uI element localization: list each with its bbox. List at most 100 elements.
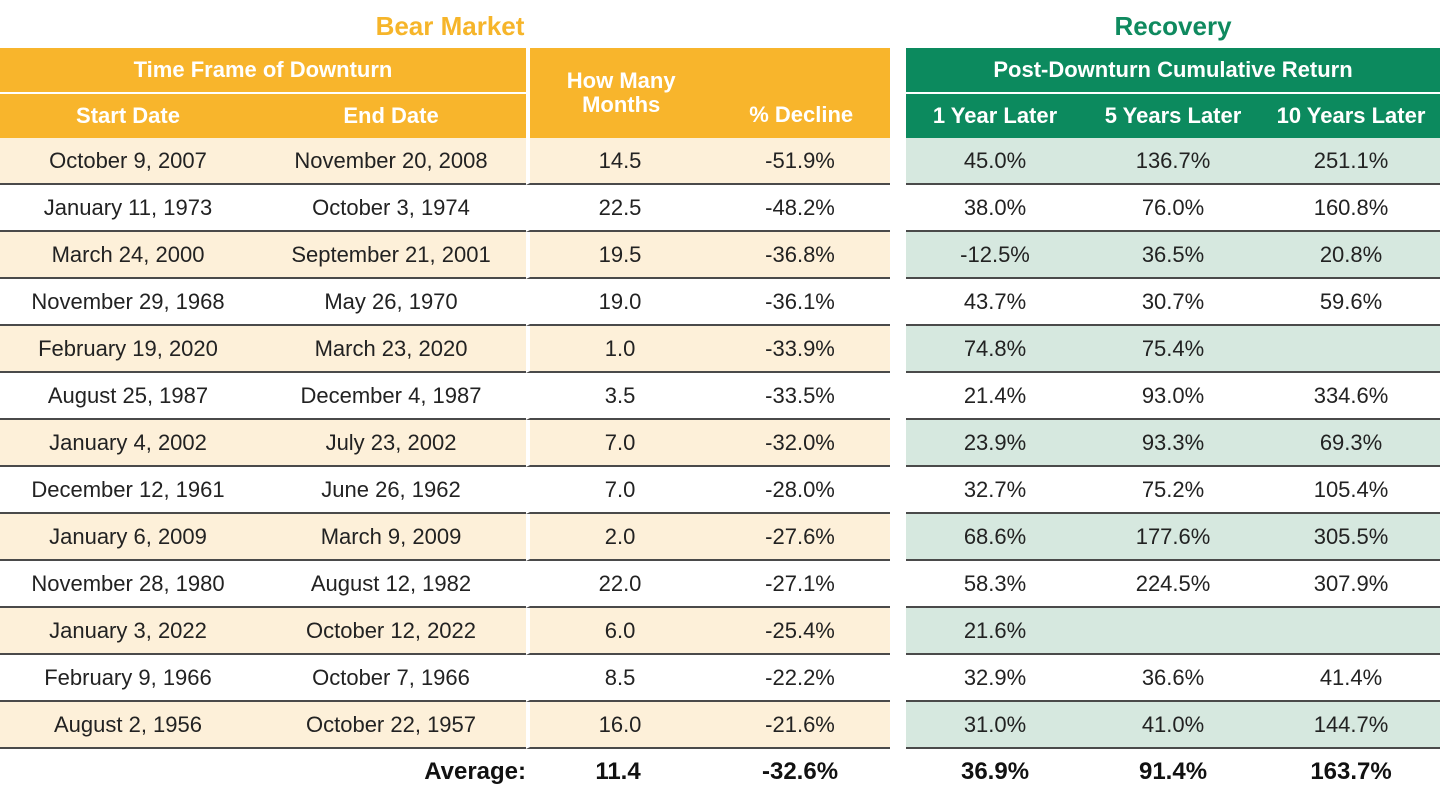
decline-cell: -48.2%: [710, 185, 891, 232]
months-cell: 22.5: [526, 185, 711, 232]
decline-cell: -21.6%: [710, 702, 891, 749]
table-row: November 29, 1968 May 26, 1970 19.0 -36.…: [0, 279, 1440, 326]
ten-year-cell: 307.9%: [1262, 561, 1440, 608]
ten-year-cell: [1262, 326, 1440, 373]
start-date-cell: January 4, 2002: [0, 420, 256, 467]
start-date-cell: August 2, 1956: [0, 702, 256, 749]
decline-cell: -51.9%: [710, 138, 891, 185]
recovery-title: Recovery: [1114, 11, 1232, 41]
start-date-cell: January 11, 1973: [0, 185, 256, 232]
decline-cell: -25.4%: [710, 608, 891, 655]
bear-market-title: Bear Market: [375, 11, 525, 41]
average-decline: -32.6%: [761, 758, 839, 785]
percent-decline-header: % Decline: [749, 102, 854, 127]
decline-cell: -28.0%: [710, 467, 891, 514]
table-row: January 3, 2022 October 12, 2022 6.0 -25…: [0, 608, 1440, 655]
one-year-cell: 38.0%: [906, 185, 1085, 232]
column-gap: [890, 702, 907, 749]
one-year-later-header: 1 Year Later: [906, 92, 1085, 138]
five-years-later-header: 5 Years Later: [1084, 92, 1263, 138]
column-gap: [890, 608, 907, 655]
column-gap: [890, 749, 906, 795]
start-date-cell: March 24, 2000: [0, 232, 256, 279]
one-year-cell: 21.4%: [906, 373, 1085, 420]
table-row: January 4, 2002 July 23, 2002 7.0 -32.0%…: [0, 420, 1440, 467]
one-year-cell: 58.3%: [906, 561, 1085, 608]
time-frame-header: Time Frame of Downturn: [0, 48, 527, 92]
table-row: October 9, 2007 November 20, 2008 14.5 -…: [0, 138, 1440, 185]
decline-cell: -27.1%: [710, 561, 891, 608]
start-date-cell: February 9, 1966: [0, 655, 256, 702]
months-decline-header-group: How Many Months % Decline: [526, 48, 891, 138]
decline-cell: -36.1%: [710, 279, 891, 326]
ten-year-cell: 69.3%: [1262, 420, 1440, 467]
column-gap: [890, 561, 907, 608]
ten-year-cell: 305.5%: [1262, 514, 1440, 561]
five-year-cell: 93.0%: [1084, 373, 1263, 420]
end-date-cell: September 21, 2001: [256, 232, 527, 279]
column-gap: [890, 138, 907, 185]
months-cell: 3.5: [526, 373, 711, 420]
start-date-cell: November 29, 1968: [0, 279, 256, 326]
average-five-year: 91.4%: [1138, 758, 1208, 785]
months-cell: 19.5: [526, 232, 711, 279]
decline-cell: -36.8%: [710, 232, 891, 279]
one-year-cell: 43.7%: [906, 279, 1085, 326]
one-year-cell: 32.7%: [906, 467, 1085, 514]
column-gap: [890, 48, 907, 138]
ten-year-cell: 144.7%: [1262, 702, 1440, 749]
five-year-cell: 30.7%: [1084, 279, 1263, 326]
start-date-header: Start Date: [0, 92, 256, 138]
average-one-year: 36.9%: [960, 758, 1030, 785]
average-label: Average:: [424, 758, 527, 785]
column-gap: [890, 373, 907, 420]
average-ten-year: 163.7%: [1310, 758, 1392, 785]
five-year-cell: 224.5%: [1084, 561, 1263, 608]
table-row: February 19, 2020 March 23, 2020 1.0 -33…: [0, 326, 1440, 373]
five-year-cell: 75.4%: [1084, 326, 1263, 373]
five-year-cell: 136.7%: [1084, 138, 1263, 185]
column-gap: [890, 232, 907, 279]
one-year-cell: 31.0%: [906, 702, 1085, 749]
months-cell: 7.0: [526, 467, 711, 514]
table-row: August 25, 1987 December 4, 1987 3.5 -33…: [0, 373, 1440, 420]
one-year-cell: 21.6%: [906, 608, 1085, 655]
months-cell: 8.5: [526, 655, 711, 702]
months-cell: 1.0: [526, 326, 711, 373]
decline-cell: -22.2%: [710, 655, 891, 702]
column-gap: [890, 655, 907, 702]
end-date-header: End Date: [256, 92, 527, 138]
decline-cell: -32.0%: [710, 420, 891, 467]
column-gap: [890, 326, 907, 373]
end-date-cell: October 7, 1966: [256, 655, 527, 702]
decline-cell: -27.6%: [710, 514, 891, 561]
one-year-cell: -12.5%: [906, 232, 1085, 279]
table-row: August 2, 1956 October 22, 1957 16.0 -21…: [0, 702, 1440, 749]
five-year-cell: [1084, 608, 1263, 655]
five-year-cell: 36.6%: [1084, 655, 1263, 702]
table-row: January 11, 1973 October 3, 1974 22.5 -4…: [0, 185, 1440, 232]
average-row: Average: 11.4 -32.6% 36.9% 91.4% 163.7%: [0, 749, 1440, 795]
one-year-cell: 74.8%: [906, 326, 1085, 373]
start-date-cell: January 6, 2009: [0, 514, 256, 561]
end-date-cell: October 3, 1974: [256, 185, 527, 232]
five-year-cell: 41.0%: [1084, 702, 1263, 749]
table-row: March 24, 2000 September 21, 2001 19.5 -…: [0, 232, 1440, 279]
months-cell: 14.5: [526, 138, 711, 185]
table-row: January 6, 2009 March 9, 2009 2.0 -27.6%…: [0, 514, 1440, 561]
start-date-cell: October 9, 2007: [0, 138, 256, 185]
start-date-cell: December 12, 1961: [0, 467, 256, 514]
months-cell: 2.0: [526, 514, 711, 561]
end-date-cell: March 9, 2009: [256, 514, 527, 561]
one-year-cell: 32.9%: [906, 655, 1085, 702]
ten-year-cell: 251.1%: [1262, 138, 1440, 185]
five-year-cell: 76.0%: [1084, 185, 1263, 232]
ten-year-cell: 334.6%: [1262, 373, 1440, 420]
one-year-cell: 23.9%: [906, 420, 1085, 467]
ten-year-cell: 41.4%: [1262, 655, 1440, 702]
months-cell: 22.0: [526, 561, 711, 608]
ten-year-cell: 160.8%: [1262, 185, 1440, 232]
table-row: February 9, 1966 October 7, 1966 8.5 -22…: [0, 655, 1440, 702]
one-year-cell: 45.0%: [906, 138, 1085, 185]
post-downturn-header: Post-Downturn Cumulative Return: [906, 48, 1440, 92]
